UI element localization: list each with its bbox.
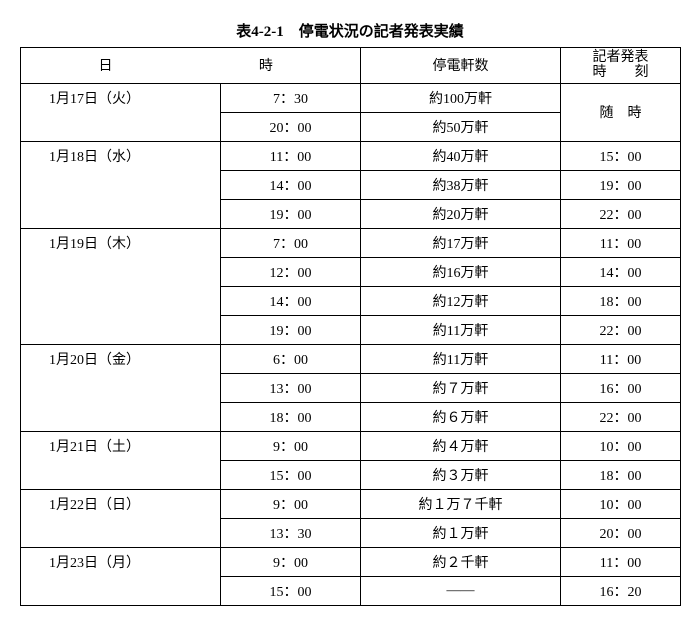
count-cell: 約７万軒 — [361, 373, 561, 402]
header-day-label: 日 — [27, 55, 184, 75]
press-cell: 10：00 — [561, 489, 681, 518]
table-row: 1月22日（日）9：00約１万７千軒10：00 — [21, 489, 681, 518]
date-cell: 1月22日（日） — [21, 489, 221, 547]
date-cell: 1月20日（金） — [21, 344, 221, 431]
press-cell: 14：00 — [561, 257, 681, 286]
count-cell: 約11万軒 — [361, 315, 561, 344]
press-cell: 22：00 — [561, 402, 681, 431]
header-time-label: 時 — [187, 55, 344, 75]
table-header-row: 日 時 停電軒数 記者発表 時 刻 — [21, 48, 681, 84]
time-cell: 6：00 — [221, 344, 361, 373]
count-cell: 約１万７千軒 — [361, 489, 561, 518]
time-cell: 13：30 — [221, 518, 361, 547]
time-cell: 19：00 — [221, 199, 361, 228]
count-cell: 約16万軒 — [361, 257, 561, 286]
press-cell: 11：00 — [561, 547, 681, 576]
time-cell: 11：00 — [221, 141, 361, 170]
date-cell: 1月18日（水） — [21, 141, 221, 228]
time-cell: 13：00 — [221, 373, 361, 402]
header-press-line2: 時 刻 — [567, 65, 674, 80]
time-cell: 14：00 — [221, 170, 361, 199]
time-cell: 12：00 — [221, 257, 361, 286]
table-row: 1月17日（火）7：30約100万軒随 時 — [21, 83, 681, 112]
time-cell: 7：30 — [221, 83, 361, 112]
table-row: 1月18日（水）11：00約40万軒15：00 — [21, 141, 681, 170]
time-cell: 9：00 — [221, 547, 361, 576]
count-cell: 約17万軒 — [361, 228, 561, 257]
press-cell: 16：00 — [561, 373, 681, 402]
table-row: 1月23日（月）9：00約２千軒11：00 — [21, 547, 681, 576]
count-cell: ―― — [361, 576, 561, 605]
press-cell: 11：00 — [561, 344, 681, 373]
table-row: 1月19日（木）7：00約17万軒11：00 — [21, 228, 681, 257]
time-cell: 15：00 — [221, 576, 361, 605]
press-cell: 10：00 — [561, 431, 681, 460]
press-cell: 随 時 — [561, 83, 681, 141]
count-cell: 約20万軒 — [361, 199, 561, 228]
outage-press-table: 日 時 停電軒数 記者発表 時 刻 1月17日（火）7：30約100万軒随 時2… — [20, 47, 681, 606]
date-cell: 1月19日（木） — [21, 228, 221, 344]
time-cell: 14：00 — [221, 286, 361, 315]
header-press: 記者発表 時 刻 — [561, 48, 681, 84]
header-press-line1: 記者発表 — [567, 50, 674, 65]
table-body: 1月17日（火）7：30約100万軒随 時20：00約50万軒1月18日（水）1… — [21, 83, 681, 605]
table-title: 表4-2-1 停電状況の記者発表実績 — [20, 20, 680, 41]
time-cell: 20：00 — [221, 112, 361, 141]
date-cell: 1月21日（土） — [21, 431, 221, 489]
press-cell: 22：00 — [561, 199, 681, 228]
press-cell: 19：00 — [561, 170, 681, 199]
count-cell: 約６万軒 — [361, 402, 561, 431]
count-cell: 約50万軒 — [361, 112, 561, 141]
count-cell: 約100万軒 — [361, 83, 561, 112]
press-cell: 20：00 — [561, 518, 681, 547]
date-cell: 1月23日（月） — [21, 547, 221, 605]
press-cell: 11：00 — [561, 228, 681, 257]
date-cell: 1月17日（火） — [21, 83, 221, 141]
press-cell: 16：20 — [561, 576, 681, 605]
count-cell: 約38万軒 — [361, 170, 561, 199]
time-cell: 18：00 — [221, 402, 361, 431]
count-cell: 約２千軒 — [361, 547, 561, 576]
press-cell: 15：00 — [561, 141, 681, 170]
table-row: 1月20日（金）6：00約11万軒11：00 — [21, 344, 681, 373]
time-cell: 9：00 — [221, 431, 361, 460]
header-count: 停電軒数 — [361, 48, 561, 84]
table-row: 1月21日（土）9：00約４万軒10：00 — [21, 431, 681, 460]
press-cell: 18：00 — [561, 460, 681, 489]
time-cell: 9：00 — [221, 489, 361, 518]
count-cell: 約11万軒 — [361, 344, 561, 373]
press-cell: 22：00 — [561, 315, 681, 344]
count-cell: 約４万軒 — [361, 431, 561, 460]
time-cell: 15：00 — [221, 460, 361, 489]
count-cell: 約12万軒 — [361, 286, 561, 315]
time-cell: 7：00 — [221, 228, 361, 257]
press-cell: 18：00 — [561, 286, 681, 315]
time-cell: 19：00 — [221, 315, 361, 344]
count-cell: 約３万軒 — [361, 460, 561, 489]
header-datetime: 日 時 — [21, 48, 361, 84]
count-cell: 約１万軒 — [361, 518, 561, 547]
count-cell: 約40万軒 — [361, 141, 561, 170]
